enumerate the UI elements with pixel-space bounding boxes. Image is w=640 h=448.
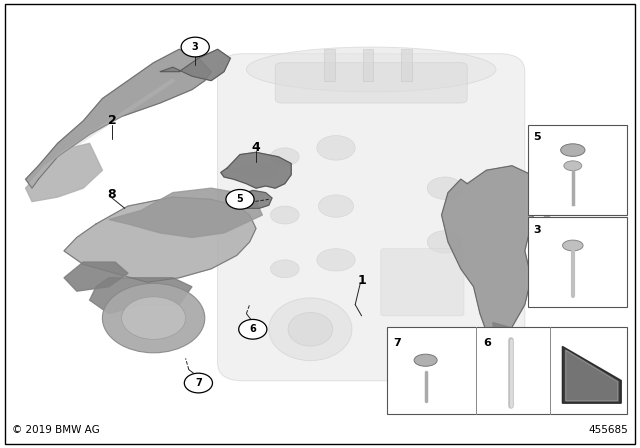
Text: 5: 5 [533, 132, 541, 142]
Polygon shape [442, 166, 538, 340]
Ellipse shape [428, 177, 462, 199]
FancyBboxPatch shape [381, 249, 464, 316]
Text: 7: 7 [394, 338, 401, 348]
Ellipse shape [102, 284, 205, 353]
Bar [401, 49, 412, 81]
Ellipse shape [271, 148, 300, 166]
Ellipse shape [269, 298, 352, 361]
Polygon shape [64, 197, 256, 282]
Polygon shape [64, 262, 128, 291]
Ellipse shape [288, 313, 333, 346]
Ellipse shape [414, 354, 437, 366]
Bar [528, 217, 627, 307]
Bar [528, 125, 627, 215]
Text: 5: 5 [237, 194, 243, 204]
Ellipse shape [317, 135, 355, 160]
Polygon shape [26, 143, 102, 202]
Ellipse shape [246, 47, 496, 92]
FancyBboxPatch shape [275, 63, 467, 103]
Text: 4: 4 [252, 141, 260, 155]
Text: 2: 2 [108, 114, 116, 128]
Ellipse shape [271, 206, 300, 224]
Circle shape [226, 190, 254, 209]
Text: 455685: 455685 [589, 426, 628, 435]
Text: 6: 6 [483, 338, 491, 348]
Ellipse shape [564, 161, 582, 171]
Polygon shape [234, 190, 272, 208]
Text: 7: 7 [195, 378, 202, 388]
Text: 6: 6 [250, 324, 256, 334]
Text: 8: 8 [108, 188, 116, 202]
Ellipse shape [122, 297, 186, 340]
Polygon shape [230, 164, 278, 179]
Polygon shape [109, 188, 262, 237]
Ellipse shape [271, 260, 300, 278]
Circle shape [239, 319, 267, 339]
Bar [387, 327, 627, 414]
Polygon shape [90, 278, 192, 314]
Ellipse shape [428, 231, 462, 253]
Ellipse shape [563, 240, 583, 251]
FancyBboxPatch shape [218, 54, 525, 381]
Polygon shape [493, 323, 538, 372]
Ellipse shape [317, 249, 355, 271]
Text: © 2019 BMW AG: © 2019 BMW AG [12, 426, 99, 435]
Polygon shape [160, 49, 230, 81]
Ellipse shape [319, 195, 354, 217]
Text: 1: 1 [357, 273, 366, 287]
Bar [324, 49, 335, 81]
Text: 3: 3 [533, 225, 541, 235]
Circle shape [184, 373, 212, 393]
Circle shape [181, 37, 209, 57]
Text: 3: 3 [192, 42, 198, 52]
Polygon shape [26, 49, 211, 188]
Polygon shape [563, 346, 621, 403]
Bar [363, 49, 373, 81]
Polygon shape [221, 152, 291, 188]
Ellipse shape [561, 144, 585, 156]
Polygon shape [566, 350, 618, 401]
